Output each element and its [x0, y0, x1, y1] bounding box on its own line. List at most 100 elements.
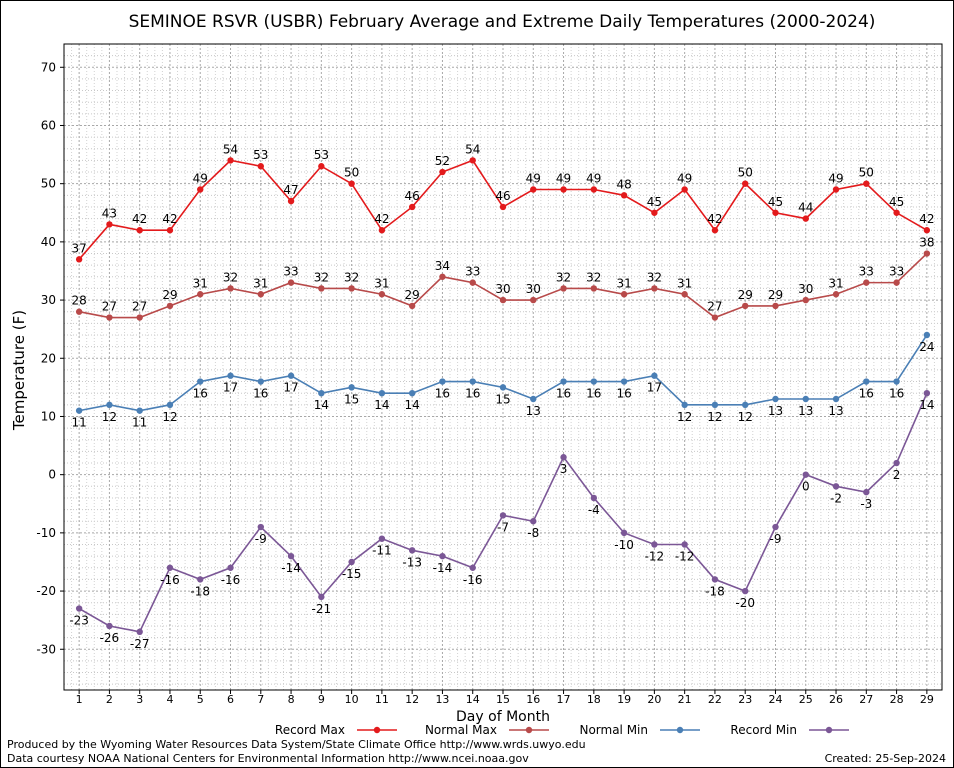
x-tick-label: 28 [890, 693, 904, 706]
data-label: -11 [372, 544, 392, 558]
data-label: 31 [253, 276, 268, 290]
data-point [711, 401, 719, 409]
data-point [863, 488, 870, 496]
data-point [893, 279, 900, 286]
data-point [651, 372, 658, 379]
data-label: 16 [193, 387, 208, 401]
data-label: -20 [735, 596, 755, 610]
data-point [257, 523, 264, 531]
x-tick-label: 24 [768, 693, 782, 706]
data-point [499, 512, 507, 519]
y-axis-label: Temperature (F) [10, 310, 28, 431]
data-label: 14 [405, 398, 420, 412]
data-label: 46 [405, 189, 420, 203]
data-label: 49 [677, 171, 692, 185]
data-point [923, 250, 931, 257]
x-tick-label: 2 [106, 693, 113, 706]
legend: Record Max Normal Max Normal Min Record Min [275, 723, 849, 737]
data-point [681, 541, 688, 548]
data-point [408, 302, 416, 310]
data-point [197, 291, 204, 298]
data-point [893, 459, 900, 467]
data-label: 29 [738, 288, 753, 302]
data-label: -7 [497, 520, 509, 534]
data-label: 32 [586, 270, 601, 284]
data-point [166, 564, 174, 571]
data-point [378, 291, 386, 298]
data-label: 27 [102, 300, 117, 314]
data-point [560, 454, 567, 461]
data-label: 45 [889, 195, 904, 209]
data-label: -8 [527, 526, 539, 540]
data-label: 29 [405, 288, 420, 302]
data-point [742, 587, 749, 595]
data-point [772, 395, 779, 403]
data-label: 50 [344, 166, 359, 180]
data-label: 24 [919, 340, 934, 354]
data-point [287, 552, 295, 560]
data-label: 53 [253, 148, 268, 162]
data-point [439, 552, 446, 560]
data-label: 46 [495, 189, 510, 203]
data-point [439, 168, 446, 176]
data-label: 32 [314, 270, 329, 284]
data-label: 15 [344, 392, 359, 406]
data-label: 11 [132, 416, 147, 430]
data-label: 17 [283, 381, 298, 395]
x-tick-label: 5 [197, 693, 204, 706]
series-normal-min: 11 12 11 12 16 17 16 17 14 15 14 14 16 16 15 13 16 16 16 17… [71, 331, 935, 430]
legend-marker [373, 726, 381, 734]
data-point [832, 186, 840, 193]
data-label: 33 [889, 265, 904, 279]
data-point [560, 378, 567, 385]
data-label: 31 [828, 276, 843, 290]
data-point [923, 227, 931, 234]
data-label: 31 [193, 276, 208, 290]
x-tick-label: 21 [678, 693, 692, 706]
data-point [620, 192, 628, 199]
footer-produced-by: Produced by the Wyoming Water Resources … [7, 738, 586, 751]
data-label: 31 [374, 276, 389, 290]
data-point [863, 180, 870, 187]
data-label: -23 [69, 614, 89, 628]
data-point [772, 209, 779, 216]
data-point [832, 395, 840, 403]
data-point [136, 314, 143, 321]
x-tick-label: 23 [738, 693, 752, 706]
data-point [711, 576, 719, 583]
data-label: 50 [859, 166, 874, 180]
y-tick-label: 70 [41, 60, 56, 74]
data-label: -27 [130, 637, 150, 651]
data-point [408, 547, 416, 554]
data-label: 15 [495, 392, 510, 406]
data-label: 33 [283, 265, 298, 279]
data-point [530, 395, 537, 403]
data-point [923, 389, 931, 397]
data-point [75, 256, 83, 263]
legend-marker [525, 726, 533, 734]
data-point [166, 227, 174, 234]
data-point [499, 296, 507, 304]
data-label: 30 [526, 282, 541, 296]
data-label: 12 [707, 410, 722, 424]
data-point [106, 221, 113, 228]
data-point [106, 622, 113, 630]
x-tick-label: 11 [375, 693, 389, 706]
data-label: 43 [102, 206, 117, 220]
data-label: 38 [919, 236, 934, 250]
data-label: 49 [828, 171, 843, 185]
data-label: 17 [223, 381, 238, 395]
data-label: 12 [677, 410, 692, 424]
data-label: 16 [616, 387, 631, 401]
plot-background [64, 44, 942, 690]
data-point [106, 401, 113, 409]
x-tick-label: 7 [257, 693, 264, 706]
data-point [469, 378, 476, 385]
data-label: 13 [798, 404, 813, 418]
data-point [560, 186, 567, 193]
data-point [75, 308, 83, 315]
x-tick-label: 16 [526, 693, 540, 706]
data-label: 32 [556, 270, 571, 284]
data-label: 29 [162, 288, 177, 302]
data-label: 12 [738, 410, 753, 424]
